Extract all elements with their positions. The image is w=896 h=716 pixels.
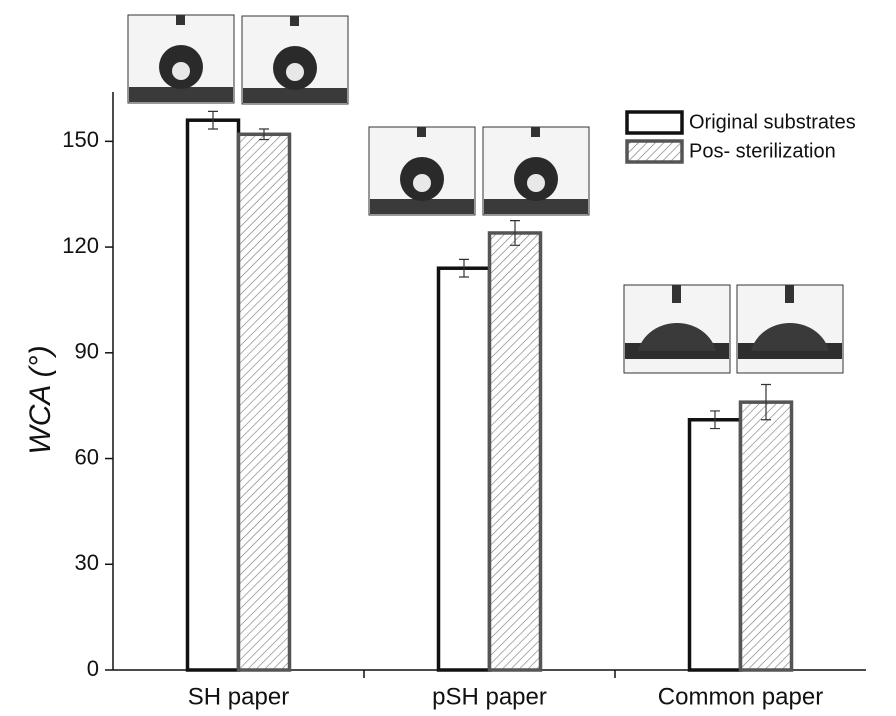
y-tick-label: 120 bbox=[62, 233, 99, 258]
bar bbox=[490, 233, 541, 670]
y-tick-label: 150 bbox=[62, 127, 99, 152]
chart: WCA (°) 0 30 60 90 120 150 SH paper pSH paper Co… bbox=[0, 0, 896, 716]
legend-swatch bbox=[627, 112, 682, 133]
y-tick-label: 0 bbox=[87, 656, 99, 681]
y-tick-label: 60 bbox=[75, 444, 99, 469]
x-tick-label: pSH paper bbox=[432, 683, 547, 710]
bar bbox=[439, 268, 490, 670]
legend-swatch bbox=[627, 141, 682, 162]
bar bbox=[239, 134, 290, 670]
y-tick-label: 90 bbox=[75, 339, 99, 364]
x-tick-label: SH paper bbox=[188, 683, 289, 710]
y-tick-label: 30 bbox=[75, 550, 99, 575]
bar bbox=[188, 120, 239, 670]
x-tick-label: Common paper bbox=[658, 683, 823, 710]
bar bbox=[741, 402, 792, 670]
legend-label: Original substrates bbox=[689, 111, 856, 133]
y-axis-label: WCA (°) bbox=[24, 345, 57, 454]
page: {"chart_data": {"type": "bar", "y_label"… bbox=[0, 0, 896, 716]
legend-label: Pos- sterilization bbox=[689, 140, 836, 162]
bar bbox=[690, 420, 741, 670]
